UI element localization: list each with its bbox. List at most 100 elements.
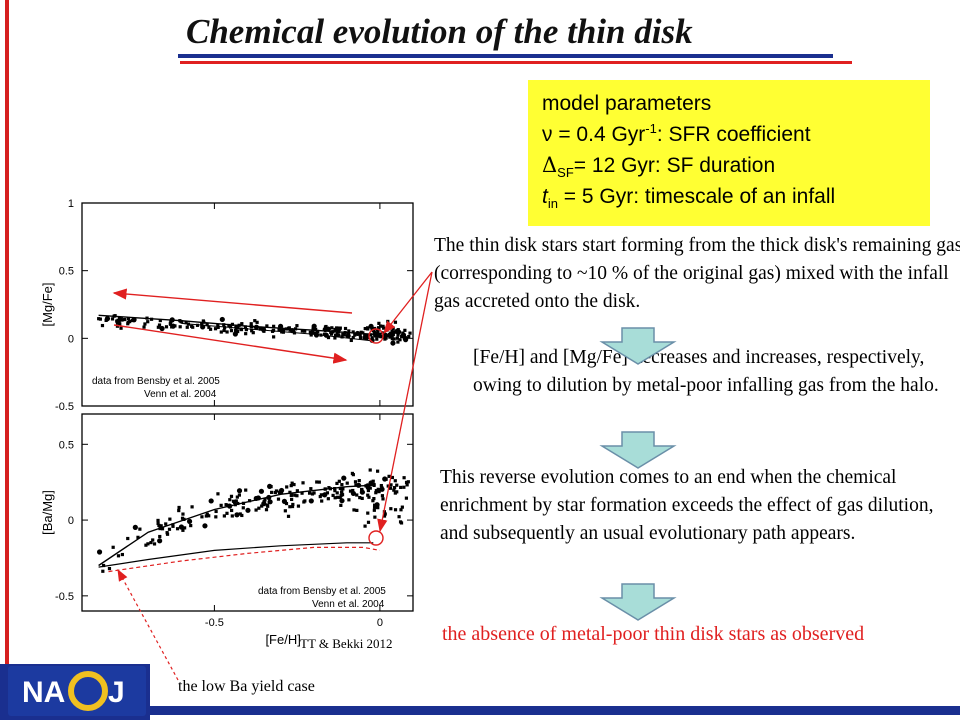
data-point <box>372 330 376 334</box>
data-point <box>395 483 399 487</box>
flow-arrow-2 <box>599 431 677 469</box>
data-point <box>393 491 397 495</box>
data-point <box>219 316 225 323</box>
data-source-line2: Venn et al. 2004 <box>144 389 217 400</box>
data-point <box>185 325 189 329</box>
data-point <box>387 474 391 478</box>
data-point <box>351 335 355 340</box>
data-point <box>339 503 343 507</box>
data-point <box>386 484 390 488</box>
data-point <box>250 329 254 333</box>
data-point <box>397 515 401 519</box>
data-point <box>257 506 261 510</box>
data-point <box>360 487 364 492</box>
data-point <box>363 524 367 528</box>
data-point <box>126 322 130 326</box>
data-point <box>224 503 228 507</box>
data-point <box>177 505 181 510</box>
data-point <box>276 497 281 501</box>
data-point <box>337 479 341 483</box>
data-point <box>338 486 342 491</box>
data-point <box>116 318 120 322</box>
data-point <box>225 330 229 334</box>
data-point <box>205 512 209 516</box>
data-point <box>290 481 294 485</box>
arrow-low-ba <box>117 568 179 681</box>
param-tin-symbol: t <box>542 185 548 208</box>
data-point <box>346 332 351 336</box>
data-point <box>378 332 382 337</box>
data-point <box>366 511 370 515</box>
data-point <box>118 322 122 326</box>
data-point <box>272 335 276 339</box>
data-point <box>329 330 333 334</box>
data-point <box>379 483 383 488</box>
low-ba-label: the low Ba yield case <box>178 678 315 695</box>
data-point <box>370 327 374 331</box>
arrow-to-bottom-circle <box>377 271 433 533</box>
model-curve <box>98 484 374 567</box>
data-point <box>368 468 372 472</box>
data-point <box>395 336 399 340</box>
data-point <box>317 480 321 484</box>
param-nu-exp: -1 <box>645 121 657 136</box>
data-point <box>244 332 248 336</box>
data-point <box>156 518 160 523</box>
data-point <box>189 524 193 528</box>
data-point <box>352 508 356 512</box>
arrow-mgfe-upper <box>112 288 353 314</box>
data-point <box>381 497 385 501</box>
data-point <box>235 495 239 499</box>
data-point <box>264 508 269 512</box>
data-point <box>183 526 187 530</box>
data-point <box>388 486 393 490</box>
data-point <box>216 492 220 496</box>
data-point <box>345 481 349 485</box>
data-point <box>117 316 122 321</box>
data-point <box>392 337 396 341</box>
data-point <box>376 334 381 338</box>
data-point <box>333 489 337 493</box>
data-point <box>374 489 378 493</box>
data-point <box>270 490 274 494</box>
data-point <box>311 323 317 329</box>
data-point <box>341 487 345 491</box>
data-point <box>366 327 370 331</box>
data-point <box>157 523 161 528</box>
data-point <box>234 328 238 333</box>
data-point <box>152 542 157 546</box>
param-nu: ν = 0.4 Gyr-1: SFR coefficient <box>542 119 930 150</box>
data-point <box>159 325 165 332</box>
data-point <box>326 497 330 501</box>
params-heading: model parameters <box>542 92 712 115</box>
data-point <box>347 329 351 333</box>
data-point <box>207 325 211 329</box>
data-point <box>253 319 257 323</box>
data-point <box>181 512 185 516</box>
data-point <box>381 324 385 328</box>
data-point <box>351 330 355 334</box>
data-point <box>216 323 220 327</box>
data-point <box>258 488 265 494</box>
data-point <box>389 333 393 337</box>
data-point <box>339 498 345 504</box>
data-point <box>232 331 238 337</box>
data-point <box>208 327 213 331</box>
title-underline-blue <box>178 54 833 58</box>
paragraph-dilution: [Fe/H] and [Mg/Fe] decreases and increas… <box>473 347 939 396</box>
data-point <box>165 532 170 536</box>
data-point <box>366 493 370 497</box>
data-point <box>149 540 153 545</box>
y-axis-label: [Ba/Mg] <box>40 490 55 535</box>
data-point <box>372 508 376 512</box>
data-point <box>181 528 185 532</box>
data-point <box>400 334 404 338</box>
data-point <box>402 476 406 480</box>
data-point <box>319 493 323 497</box>
data-point <box>167 527 172 531</box>
data-point <box>335 331 339 336</box>
data-point <box>286 514 291 518</box>
data-point <box>234 512 240 518</box>
paragraph-reverse-evolution: This reverse evolution comes to an end w… <box>440 467 934 544</box>
